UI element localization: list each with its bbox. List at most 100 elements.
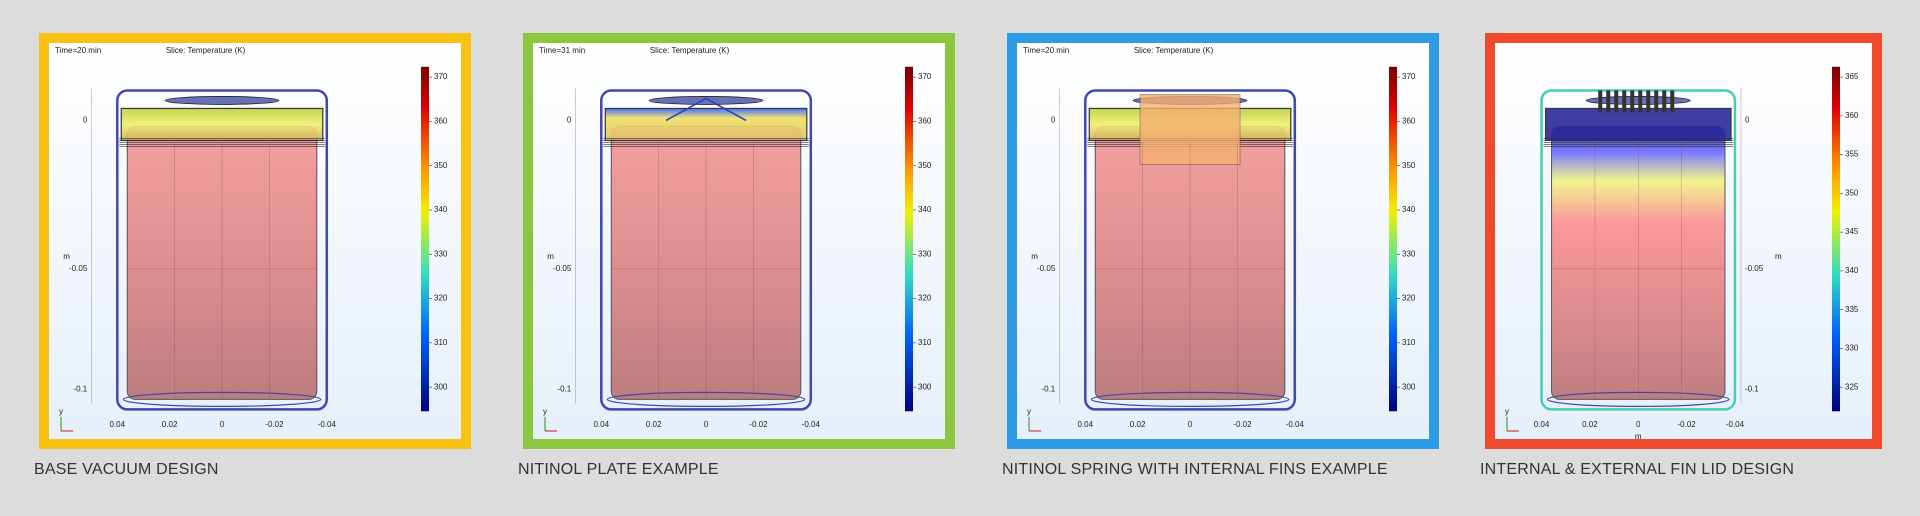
z-tick-label: -0.1 bbox=[1745, 385, 1759, 394]
x-tick-label: -0.02 bbox=[1233, 420, 1252, 429]
colorbar-tick-label: 340 bbox=[1402, 205, 1416, 214]
plot: Time=20 min Slice: Temperature (K) 0 -0.05 -… bbox=[55, 46, 448, 432]
colorbar-tick-label: 330 bbox=[1402, 249, 1416, 258]
colorbar-tick-label: 340 bbox=[918, 205, 932, 214]
z-tick-label: -0.05 bbox=[553, 264, 572, 273]
bottom-rim bbox=[1546, 391, 1730, 407]
colorbar bbox=[421, 66, 429, 412]
x-tick-label: -0.04 bbox=[1286, 420, 1305, 429]
z-unit: m bbox=[63, 252, 70, 261]
axis-triad-label: y bbox=[543, 407, 547, 416]
colorbar-tick-label: 340 bbox=[434, 205, 448, 214]
colorbar-tick-label: 360 bbox=[1402, 117, 1416, 126]
slice-label: Slice: Temperature (K) bbox=[650, 46, 730, 55]
x-tick-label: 0 bbox=[704, 420, 709, 429]
colorbar-tick-label: 360 bbox=[1845, 111, 1859, 120]
x-tick-label: -0.04 bbox=[802, 420, 821, 429]
simulation-panel: 0 -0.05 -0.1 m 0.04 0.02 0 -0.02 -0.04 m y 365 360 35… bbox=[1485, 33, 1882, 449]
time-label: Time=20 min bbox=[55, 46, 101, 55]
z-tick-label: 0 bbox=[567, 116, 572, 125]
x-tick-label: -0.02 bbox=[1677, 420, 1696, 429]
fin bbox=[1638, 90, 1643, 113]
colorbar-tick-label: 355 bbox=[1845, 150, 1859, 159]
x-tick-label: 0.02 bbox=[162, 420, 178, 429]
colorbar-tick-label: 310 bbox=[918, 338, 932, 347]
panel-caption: NITINOL SPRING WITH INTERNAL FINS EXAMPL… bbox=[1002, 461, 1388, 478]
plot: Time=31 min Slice: Temperature (K) 0 -0.05 -… bbox=[539, 46, 932, 432]
outer-shell bbox=[116, 89, 329, 411]
colorbar-tick-label: 310 bbox=[1402, 338, 1416, 347]
time-label: Time=20 min bbox=[1023, 46, 1069, 55]
colorbar-tick-label: 330 bbox=[1845, 344, 1859, 353]
colorbar-tick-label: 340 bbox=[1845, 266, 1859, 275]
colorbar-tick-label: 330 bbox=[434, 249, 448, 258]
x-tick-label: 0.04 bbox=[593, 420, 609, 429]
colorbar-tick-label: 320 bbox=[434, 294, 448, 303]
colorbar-tick-label: 300 bbox=[918, 382, 932, 391]
fin bbox=[1622, 90, 1627, 113]
x-tick-label: -0.04 bbox=[1726, 420, 1745, 429]
x-tick-label: 0.04 bbox=[1077, 420, 1093, 429]
z-tick-label: -0.1 bbox=[557, 385, 571, 394]
colorbar-tick-label: 345 bbox=[1845, 227, 1859, 236]
panel-caption: NITINOL PLATE EXAMPLE bbox=[518, 461, 719, 478]
colorbar-tick-label: 335 bbox=[1845, 305, 1859, 314]
simulation-panel: Time=31 min Slice: Temperature (K) 0 -0.05 -… bbox=[523, 33, 955, 449]
colorbar-tick-label: 320 bbox=[1402, 294, 1416, 303]
fin bbox=[1670, 90, 1675, 113]
colorbar-tick-label: 330 bbox=[918, 249, 932, 258]
fin bbox=[1614, 90, 1619, 113]
fin bbox=[1598, 90, 1603, 113]
z-unit: m bbox=[547, 252, 554, 261]
x-unit: m bbox=[1635, 432, 1642, 439]
axis-triad-label: y bbox=[59, 407, 63, 416]
panel-caption: INTERNAL & EXTERNAL FIN LID DESIGN bbox=[1480, 461, 1795, 478]
outer-shell bbox=[600, 89, 813, 411]
colorbar-tick-label: 370 bbox=[918, 72, 932, 81]
x-tick-label: 0 bbox=[220, 420, 225, 429]
lid bbox=[604, 107, 808, 142]
colorbar bbox=[1389, 66, 1397, 412]
x-tick-label: -0.04 bbox=[318, 420, 337, 429]
fin bbox=[1630, 90, 1635, 113]
axis-triad-label: y bbox=[1027, 407, 1031, 416]
colorbar-tick-label: 365 bbox=[1845, 72, 1859, 81]
x-tick-label: 0.02 bbox=[646, 420, 662, 429]
colorbar-tick-label: 320 bbox=[918, 294, 932, 303]
slice-label: Slice: Temperature (K) bbox=[166, 46, 246, 55]
colorbar-tick-label: 350 bbox=[1845, 188, 1859, 197]
z-tick-label: -0.1 bbox=[1041, 385, 1055, 394]
colorbar-tick-label: 310 bbox=[434, 338, 448, 347]
colorbar-tick-label: 300 bbox=[1402, 382, 1416, 391]
lid bbox=[120, 107, 324, 142]
colorbar-tick-label: 350 bbox=[1402, 161, 1416, 170]
colorbar-tick-label: 325 bbox=[1845, 382, 1859, 391]
fin bbox=[1646, 90, 1651, 113]
slice-label: Slice: Temperature (K) bbox=[1134, 46, 1214, 55]
x-tick-label: 0.02 bbox=[1582, 420, 1598, 429]
x-tick-label: 0.04 bbox=[1534, 420, 1550, 429]
axis-triad-label: y bbox=[1505, 407, 1509, 416]
z-tick-label: -0.1 bbox=[73, 385, 87, 394]
colorbar-tick-label: 350 bbox=[918, 161, 932, 170]
z-tick-label: -0.05 bbox=[1037, 264, 1056, 273]
z-tick-label: 0 bbox=[83, 116, 88, 125]
x-tick-label: -0.02 bbox=[749, 420, 768, 429]
z-tick-label: -0.05 bbox=[1745, 264, 1764, 273]
fin bbox=[1662, 90, 1667, 113]
lid bbox=[1544, 107, 1732, 142]
x-tick-label: -0.02 bbox=[265, 420, 284, 429]
colorbar-tick-label: 300 bbox=[434, 382, 448, 391]
plot: Time=20 min Slice: Temperature (K) 0 -0.05 -… bbox=[1023, 46, 1416, 432]
z-tick-label: -0.05 bbox=[69, 264, 88, 273]
nitinol-plate bbox=[665, 97, 747, 122]
x-tick-label: 0.02 bbox=[1130, 420, 1146, 429]
plot: 0 -0.05 -0.1 m 0.04 0.02 0 -0.02 -0.04 m y 365 360 35… bbox=[1505, 66, 1859, 439]
colorbar-tick-label: 370 bbox=[434, 72, 448, 81]
z-tick-label: 0 bbox=[1745, 116, 1750, 125]
colorbar bbox=[905, 66, 913, 412]
x-tick-label: 0 bbox=[1636, 420, 1641, 429]
simulation-panel: Time=20 min Slice: Temperature (K) 0 -0.05 -… bbox=[1007, 33, 1439, 449]
z-unit: m bbox=[1775, 252, 1782, 261]
